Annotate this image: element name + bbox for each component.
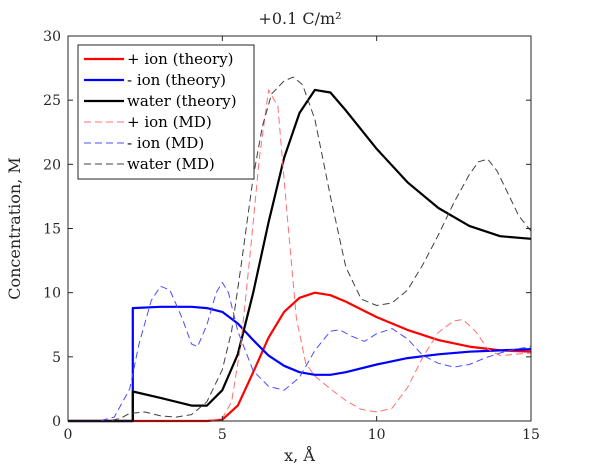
series-line-0 <box>68 291 532 423</box>
legend-entry-label: + ion (MD) <box>127 113 212 131</box>
series-line-4 <box>68 281 532 422</box>
y-tick-label: 30 <box>43 29 61 45</box>
chart-title: +0.1 C/m² <box>258 9 341 28</box>
legend: + ion (theory) - ion (theory) water (theor… <box>77 44 255 180</box>
series-line-2 <box>68 88 532 423</box>
x-tick-label: 10 <box>368 427 386 443</box>
legend-entry-label: - ion (MD) <box>127 134 204 152</box>
series-line-5 <box>68 76 532 422</box>
legend-entry-label: + ion (theory) <box>127 50 234 68</box>
legend-box <box>77 44 255 180</box>
legend-entry-label: water (MD) <box>127 155 215 173</box>
y-tick-label: 25 <box>43 93 61 109</box>
x-axis: 0 5 10 15 <box>64 36 540 443</box>
x-axis-label: x, Å <box>284 445 315 465</box>
x-tick-label: 5 <box>218 427 227 443</box>
x-tick-label: 15 <box>522 427 540 443</box>
y-tick-label: 10 <box>43 286 61 302</box>
series-line-1 <box>68 305 532 423</box>
legend-entry-label: - ion (theory) <box>127 71 226 89</box>
y-tick-label: 20 <box>43 157 61 173</box>
series-line-3 <box>68 89 532 422</box>
y-tick-label: 0 <box>52 414 61 430</box>
y-axis: 0 5 10 15 20 25 30 <box>43 29 531 430</box>
series-layer <box>68 76 532 423</box>
x-tick-label: 0 <box>64 427 73 443</box>
y-tick-label: 15 <box>43 222 61 238</box>
y-tick-label: 5 <box>52 350 61 366</box>
y-axis-label: Concentration, M <box>5 157 24 300</box>
legend-entry-label: water (theory) <box>127 92 237 110</box>
